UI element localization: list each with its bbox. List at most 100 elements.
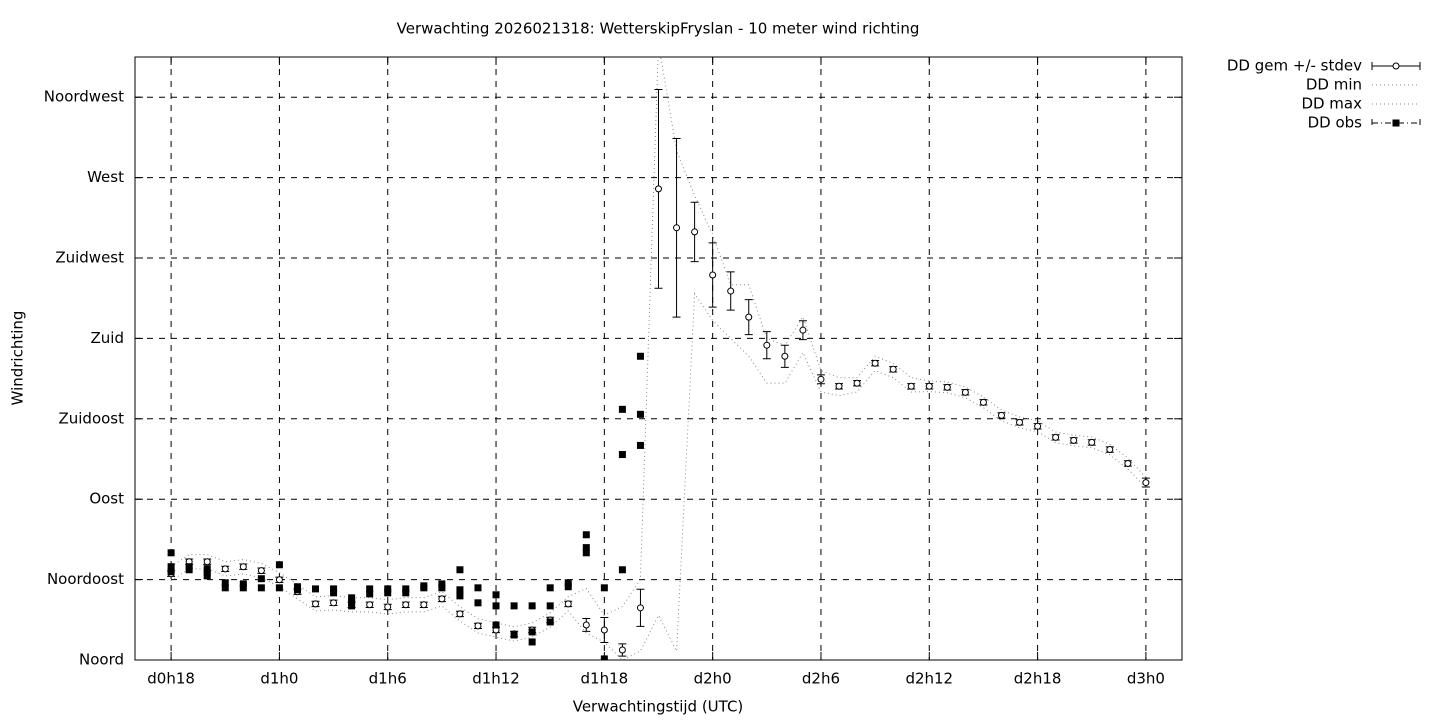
x-tick-label: d2h18 (1014, 670, 1062, 688)
y-tick-label: Zuidoost (58, 409, 124, 427)
obs-point (618, 566, 626, 574)
obs-point (474, 599, 482, 607)
x-tick-label: d1h18 (581, 670, 629, 688)
grid-layer (135, 57, 1182, 661)
obs-point (384, 589, 392, 597)
mean-point (474, 622, 482, 630)
obs-point (275, 561, 283, 569)
x-tick-label: d1h6 (369, 670, 407, 688)
obs-point (330, 589, 338, 597)
plot-area (167, 57, 1150, 660)
obs-point (221, 584, 229, 592)
obs-point (510, 602, 518, 610)
y-tick-label: Oost (89, 490, 124, 508)
mean-point (781, 352, 789, 360)
plot-frame (134, 56, 1183, 661)
mean-point (257, 567, 265, 575)
mean-point (907, 382, 915, 390)
obs-point (239, 580, 247, 588)
mean-point (763, 341, 771, 349)
mean-point (420, 601, 428, 609)
mean-point (275, 576, 283, 584)
obs-point (546, 602, 554, 610)
obs-point (492, 602, 500, 610)
mean-point (1142, 479, 1150, 487)
mean-point (366, 601, 374, 609)
mean-point (1088, 438, 1096, 446)
obs-point (636, 441, 644, 449)
legend-swatch (1392, 119, 1400, 127)
obs-point (257, 575, 265, 583)
obs-point (528, 602, 536, 610)
x-tick-label: d3h0 (1127, 670, 1165, 688)
legend-label: DD gem +/- stdev (1227, 57, 1362, 75)
obs-point (456, 566, 464, 574)
obs-point (510, 631, 518, 639)
mean-point (636, 604, 644, 612)
mean-point (817, 375, 825, 383)
chart-title: Verwachting 2026021318: WetterskipFrysla… (397, 20, 920, 38)
mean-point (203, 558, 211, 566)
mean-point (1124, 459, 1132, 467)
y-tick-label: Zuid (91, 329, 124, 347)
obs-point (203, 572, 211, 580)
mean-point (1106, 446, 1114, 454)
obs-point (564, 583, 572, 591)
obs-point (546, 584, 554, 592)
mean-point (655, 185, 662, 193)
obs-point (456, 592, 464, 600)
obs-point (167, 568, 175, 576)
obs-point (636, 352, 644, 360)
obs-point (366, 590, 374, 598)
y-tick-label: West (87, 168, 124, 186)
x-tick-label: d1h12 (472, 670, 520, 688)
obs-point (167, 549, 175, 557)
mean-point (618, 646, 626, 654)
y-axis-title: Windrichting (9, 311, 27, 406)
mean-point (402, 601, 410, 609)
mean-point (961, 388, 969, 396)
obs-point (348, 594, 356, 602)
legend-swatch (1371, 119, 1421, 127)
obs-point (438, 584, 446, 592)
x-tick-label: d1h0 (260, 670, 298, 688)
obs-point (582, 549, 590, 557)
mean-point (799, 326, 807, 334)
obs-point (582, 544, 590, 552)
obs-point (474, 584, 482, 592)
mean-point (582, 621, 590, 629)
obs-point (239, 584, 247, 592)
obs-point (275, 584, 283, 592)
obs-point (203, 565, 211, 573)
obs-point (636, 410, 644, 418)
x-axis-title: Verwachtingstijd (UTC) (573, 698, 744, 716)
mean-point (438, 595, 446, 603)
mean-point (925, 382, 933, 390)
mean-point (673, 224, 681, 232)
mean-point (745, 313, 753, 321)
legend-label: DD min (1306, 76, 1362, 94)
obs-point (600, 584, 608, 592)
obs-point (438, 580, 446, 588)
obs-point (221, 579, 229, 587)
y-tick-label: Zuidwest (55, 249, 124, 267)
obs-point (618, 451, 626, 459)
mean-point (835, 382, 843, 390)
mean-point (1052, 433, 1060, 441)
legend-swatch (1392, 62, 1400, 70)
obs-point (420, 584, 428, 592)
mean-point (1034, 422, 1042, 430)
obs-point (185, 566, 193, 574)
mean-point (312, 600, 320, 608)
mean-point (727, 287, 735, 295)
mean-point (691, 228, 699, 236)
obs-point (257, 584, 265, 592)
mean-point (853, 379, 861, 387)
mean-point (709, 271, 717, 279)
obs-point (618, 405, 626, 413)
obs-point (402, 589, 410, 597)
obs-point (348, 598, 356, 606)
obs-point (546, 618, 554, 626)
